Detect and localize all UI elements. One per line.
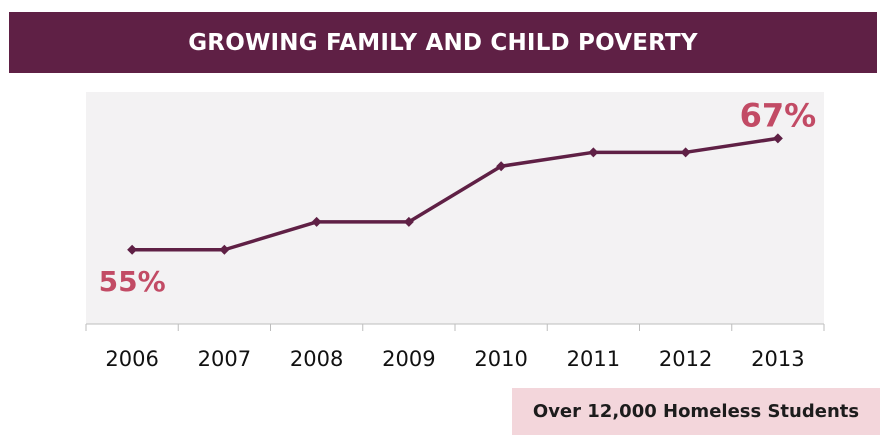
data-point-marker bbox=[496, 161, 507, 172]
x-axis-tick-labels: 2006 2007 2008 2009 2010 2011 2012 2013 bbox=[105, 347, 804, 371]
x-tick-label: 2006 bbox=[105, 347, 158, 371]
x-tick-label: 2013 bbox=[751, 347, 804, 371]
x-tick-label: 2009 bbox=[382, 347, 435, 371]
x-tick-label: 2011 bbox=[567, 347, 620, 371]
series-markers bbox=[127, 133, 783, 255]
series-line bbox=[132, 136, 779, 252]
data-labels: 55% 67% bbox=[99, 96, 817, 297]
homeless-students-callout: Over 12,000 Homeless Students bbox=[512, 388, 880, 435]
x-tick-label: 2008 bbox=[290, 347, 343, 371]
callout-text: Over 12,000 Homeless Students bbox=[532, 401, 860, 422]
chart-title: GROWING FAMILY AND CHILD POVERTY bbox=[188, 29, 698, 56]
x-tick-label: 2010 bbox=[474, 347, 527, 371]
x-tick-label: 2007 bbox=[198, 347, 251, 371]
data-point-marker bbox=[403, 216, 414, 227]
data-point-marker bbox=[127, 244, 138, 255]
data-point-marker bbox=[311, 216, 322, 227]
data-point-marker bbox=[588, 147, 599, 158]
title-banner: GROWING FAMILY AND CHILD POVERTY bbox=[9, 12, 877, 73]
x-axis-ticks bbox=[85, 324, 825, 331]
data-point-marker bbox=[772, 133, 783, 144]
plot-area bbox=[86, 92, 824, 324]
data-point-marker bbox=[680, 147, 691, 158]
data-label: 67% bbox=[740, 96, 817, 134]
data-label: 55% bbox=[99, 265, 166, 298]
data-point-marker bbox=[219, 244, 230, 255]
x-tick-label: 2012 bbox=[659, 347, 712, 371]
